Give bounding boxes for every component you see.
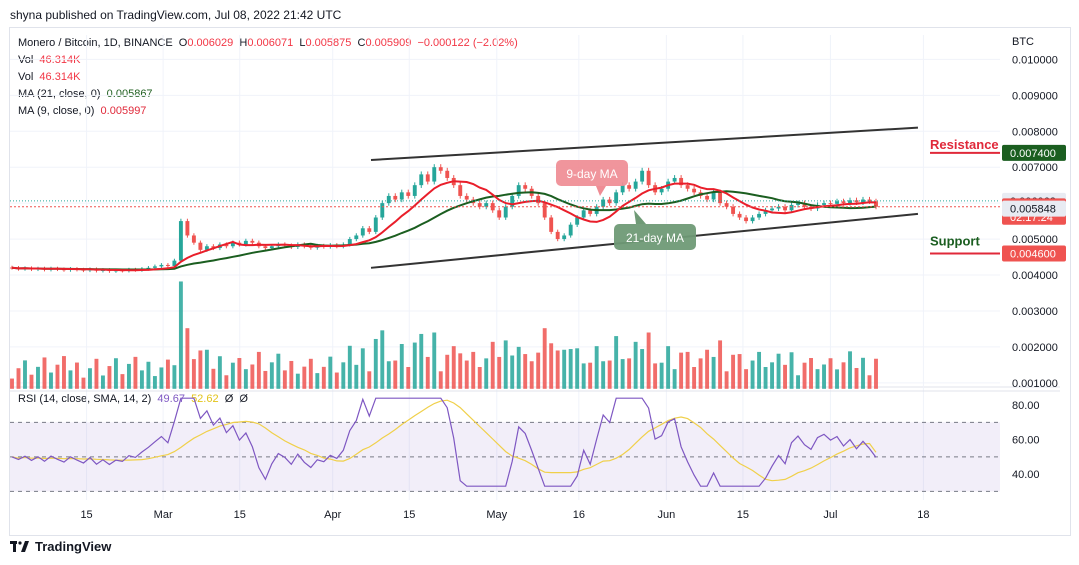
legend-ma21-label: MA (21, close, 0) — [18, 88, 101, 100]
legend-symbol-row: Monero / Bitcoin, 1D, BINANCE O0.006029 … — [18, 35, 518, 52]
legend-h-label: H — [239, 37, 248, 49]
legend-ma9-label: MA (9, close, 0) — [18, 105, 95, 117]
legend-vol1-value: 46.314K — [39, 54, 81, 66]
legend-vol1-row[interactable]: Vol 46.314K — [18, 52, 518, 69]
rsi-legend[interactable]: RSI (14, close, SMA, 14, 2) 49.67 52.62 … — [18, 393, 248, 405]
legend-symbol[interactable]: Monero / Bitcoin, 1D, BINANCE — [18, 37, 173, 49]
legend-vol1-label: Vol — [18, 54, 34, 66]
chart-frame — [9, 27, 1071, 536]
legend-vol2-label: Vol — [18, 71, 34, 83]
legend-o-label: O — [178, 37, 188, 49]
rsi-sma-value: 52.62 — [191, 393, 219, 405]
legend-ma9-row[interactable]: MA (9, close, 0) 0.005997 — [18, 103, 518, 120]
legend-vol2-row[interactable]: Vol 46.314K — [18, 69, 518, 86]
legend-change: −0.000122 (−2.02%) — [417, 37, 518, 49]
publish-info: shyna published on TradingView.com, Jul … — [10, 8, 342, 22]
rsi-value: 49.67 — [157, 393, 185, 405]
legend-o-value: 0.006029 — [187, 37, 234, 49]
chart-legend: Monero / Bitcoin, 1D, BINANCE O0.006029 … — [18, 35, 518, 120]
legend-ma9-value: 0.005997 — [100, 105, 147, 117]
legend-l-value: 0.005875 — [305, 37, 352, 49]
tradingview-logo-icon — [10, 540, 29, 552]
legend-ma21-value: 0.005867 — [106, 88, 153, 100]
legend-h-value: 0.006071 — [247, 37, 294, 49]
rsi-label: RSI (14, close, SMA, 14, 2) — [18, 393, 152, 405]
rsi-extra-1: Ø — [224, 393, 234, 405]
legend-l-label: L — [299, 37, 306, 49]
tradingview-footer[interactable]: TradingView — [10, 539, 111, 554]
footer-brand: TradingView — [35, 539, 112, 554]
legend-ma21-row[interactable]: MA (21, close, 0) 0.005867 — [18, 86, 518, 103]
legend-c-label: C — [357, 37, 366, 49]
legend-c-value: 0.005909 — [365, 37, 412, 49]
legend-vol2-value: 46.314K — [39, 71, 81, 83]
rsi-extra-2: Ø — [239, 393, 248, 405]
